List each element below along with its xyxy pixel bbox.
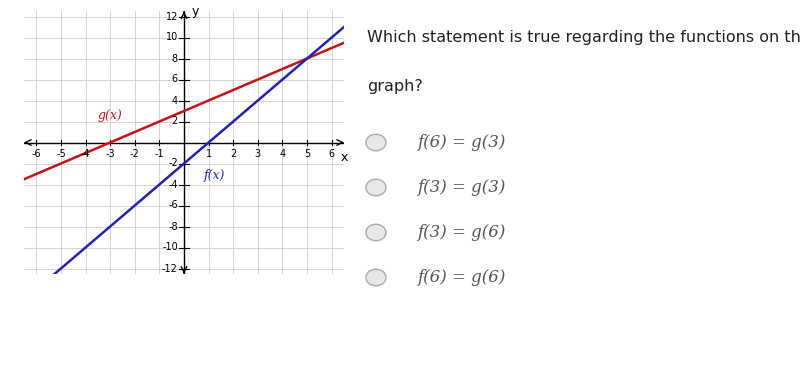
Text: 5: 5 (304, 149, 310, 159)
Text: -2: -2 (130, 149, 140, 159)
Circle shape (366, 269, 386, 286)
Text: -3: -3 (106, 149, 115, 159)
Text: f(3) = g(3): f(3) = g(3) (417, 179, 506, 196)
Text: 8: 8 (172, 54, 178, 63)
Text: 6: 6 (172, 75, 178, 84)
Circle shape (366, 134, 386, 151)
Circle shape (366, 224, 386, 241)
Circle shape (366, 179, 386, 196)
Text: f(6) = g(3): f(6) = g(3) (417, 134, 506, 151)
Text: x: x (340, 151, 348, 164)
Text: 4: 4 (279, 149, 286, 159)
Text: -4: -4 (81, 149, 90, 159)
Text: graph?: graph? (366, 79, 422, 94)
Text: 4: 4 (172, 96, 178, 105)
Text: 3: 3 (254, 149, 261, 159)
Text: 10: 10 (166, 33, 178, 42)
Text: -4: -4 (168, 180, 178, 189)
Text: 2: 2 (230, 149, 236, 159)
Text: -10: -10 (162, 243, 178, 252)
Text: -8: -8 (168, 222, 178, 231)
Text: 2: 2 (171, 117, 178, 126)
Text: -1: -1 (154, 149, 164, 159)
Text: 6: 6 (329, 149, 334, 159)
Text: f(6) = g(6): f(6) = g(6) (417, 269, 506, 286)
Text: -6: -6 (31, 149, 41, 159)
Text: 1: 1 (206, 149, 212, 159)
Text: 12: 12 (166, 12, 178, 21)
Text: -6: -6 (168, 201, 178, 210)
Text: f(3) = g(6): f(3) = g(6) (417, 224, 506, 241)
Text: y: y (191, 5, 198, 18)
Text: -5: -5 (56, 149, 66, 159)
Text: -12: -12 (162, 264, 178, 273)
Text: f(x): f(x) (204, 169, 225, 182)
Text: -2: -2 (168, 159, 178, 168)
Text: g(x): g(x) (98, 110, 122, 122)
Text: Which statement is true regarding the functions on the: Which statement is true regarding the fu… (366, 30, 800, 45)
